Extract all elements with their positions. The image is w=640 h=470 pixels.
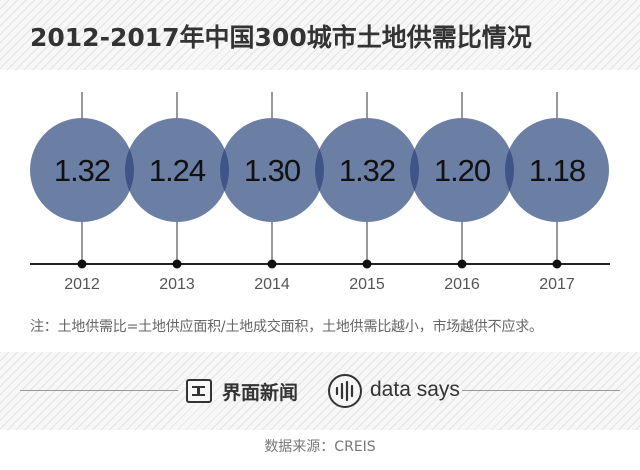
bubble-2012 [30, 118, 134, 222]
x-tick-label-2016: 2016 [444, 276, 480, 293]
brand-name-cn: 界面新闻 [222, 382, 299, 404]
bubbles [30, 118, 609, 222]
overlap-2012-2013 [125, 148, 135, 192]
tick-2016 [457, 259, 467, 269]
bubble-value-2012: 1.32 [54, 153, 110, 188]
bubble-value-2013: 1.24 [149, 153, 206, 188]
brand-name-en: data says [370, 378, 460, 401]
bubble-value-2015: 1.32 [339, 153, 395, 188]
footer-branding: 界面新闻 data says [0, 352, 640, 430]
bubble-2014 [220, 118, 324, 222]
bubble-2015 [315, 118, 419, 222]
x-axis-tick-labels: 2012 2013 2014 2015 2016 2017 [64, 276, 575, 293]
x-tick-label-2015: 2015 [349, 276, 385, 293]
tick-2013 [172, 259, 182, 269]
bubble-value-labels: 1.32 1.24 1.30 1.32 1.20 1.18 [54, 153, 586, 188]
x-tick-label-2017: 2017 [539, 276, 575, 293]
overlap-2014-2015 [314, 148, 324, 192]
bubble-2016 [410, 118, 514, 222]
chart-title: 2012-2017年中国300城市土地供需比情况 [30, 23, 532, 52]
tick-2014 [267, 259, 277, 269]
x-tick-label-2012: 2012 [64, 276, 100, 293]
bubble-value-2014: 1.30 [244, 153, 301, 188]
tick-2017 [552, 259, 562, 269]
x-axis-ticks [77, 259, 562, 269]
bubble-overlaps [125, 148, 514, 192]
footer-band [0, 352, 640, 430]
footer-divider-right [462, 390, 620, 391]
overlap-2015-2016 [410, 148, 419, 192]
tick-2012 [77, 259, 87, 269]
tick-2015 [362, 259, 372, 269]
overlap-2013-2014 [220, 148, 229, 192]
bubble-value-2016: 1.20 [434, 153, 491, 188]
x-tick-label-2013: 2013 [159, 276, 195, 293]
data-says-logo-icon [328, 374, 362, 408]
overlap-2016-2017 [505, 148, 514, 192]
data-source: 数据来源：CREIS [264, 439, 376, 455]
footer-divider-left [20, 390, 178, 391]
bubble-chart: 1.32 1.24 1.30 1.32 1.20 1.18 2012 2013 2014 201… [30, 92, 610, 293]
bubble-2017 [505, 118, 609, 222]
chart-note: 注：土地供需比=土地供应面积/土地成交面积，土地供需比越小，市场越供不应求。 [30, 319, 543, 335]
x-tick-label-2014: 2014 [254, 276, 290, 293]
title-band [0, 0, 640, 70]
jiemian-logo-icon [186, 379, 212, 403]
bubble-2013 [125, 118, 229, 222]
bubble-value-2017: 1.18 [529, 153, 585, 188]
